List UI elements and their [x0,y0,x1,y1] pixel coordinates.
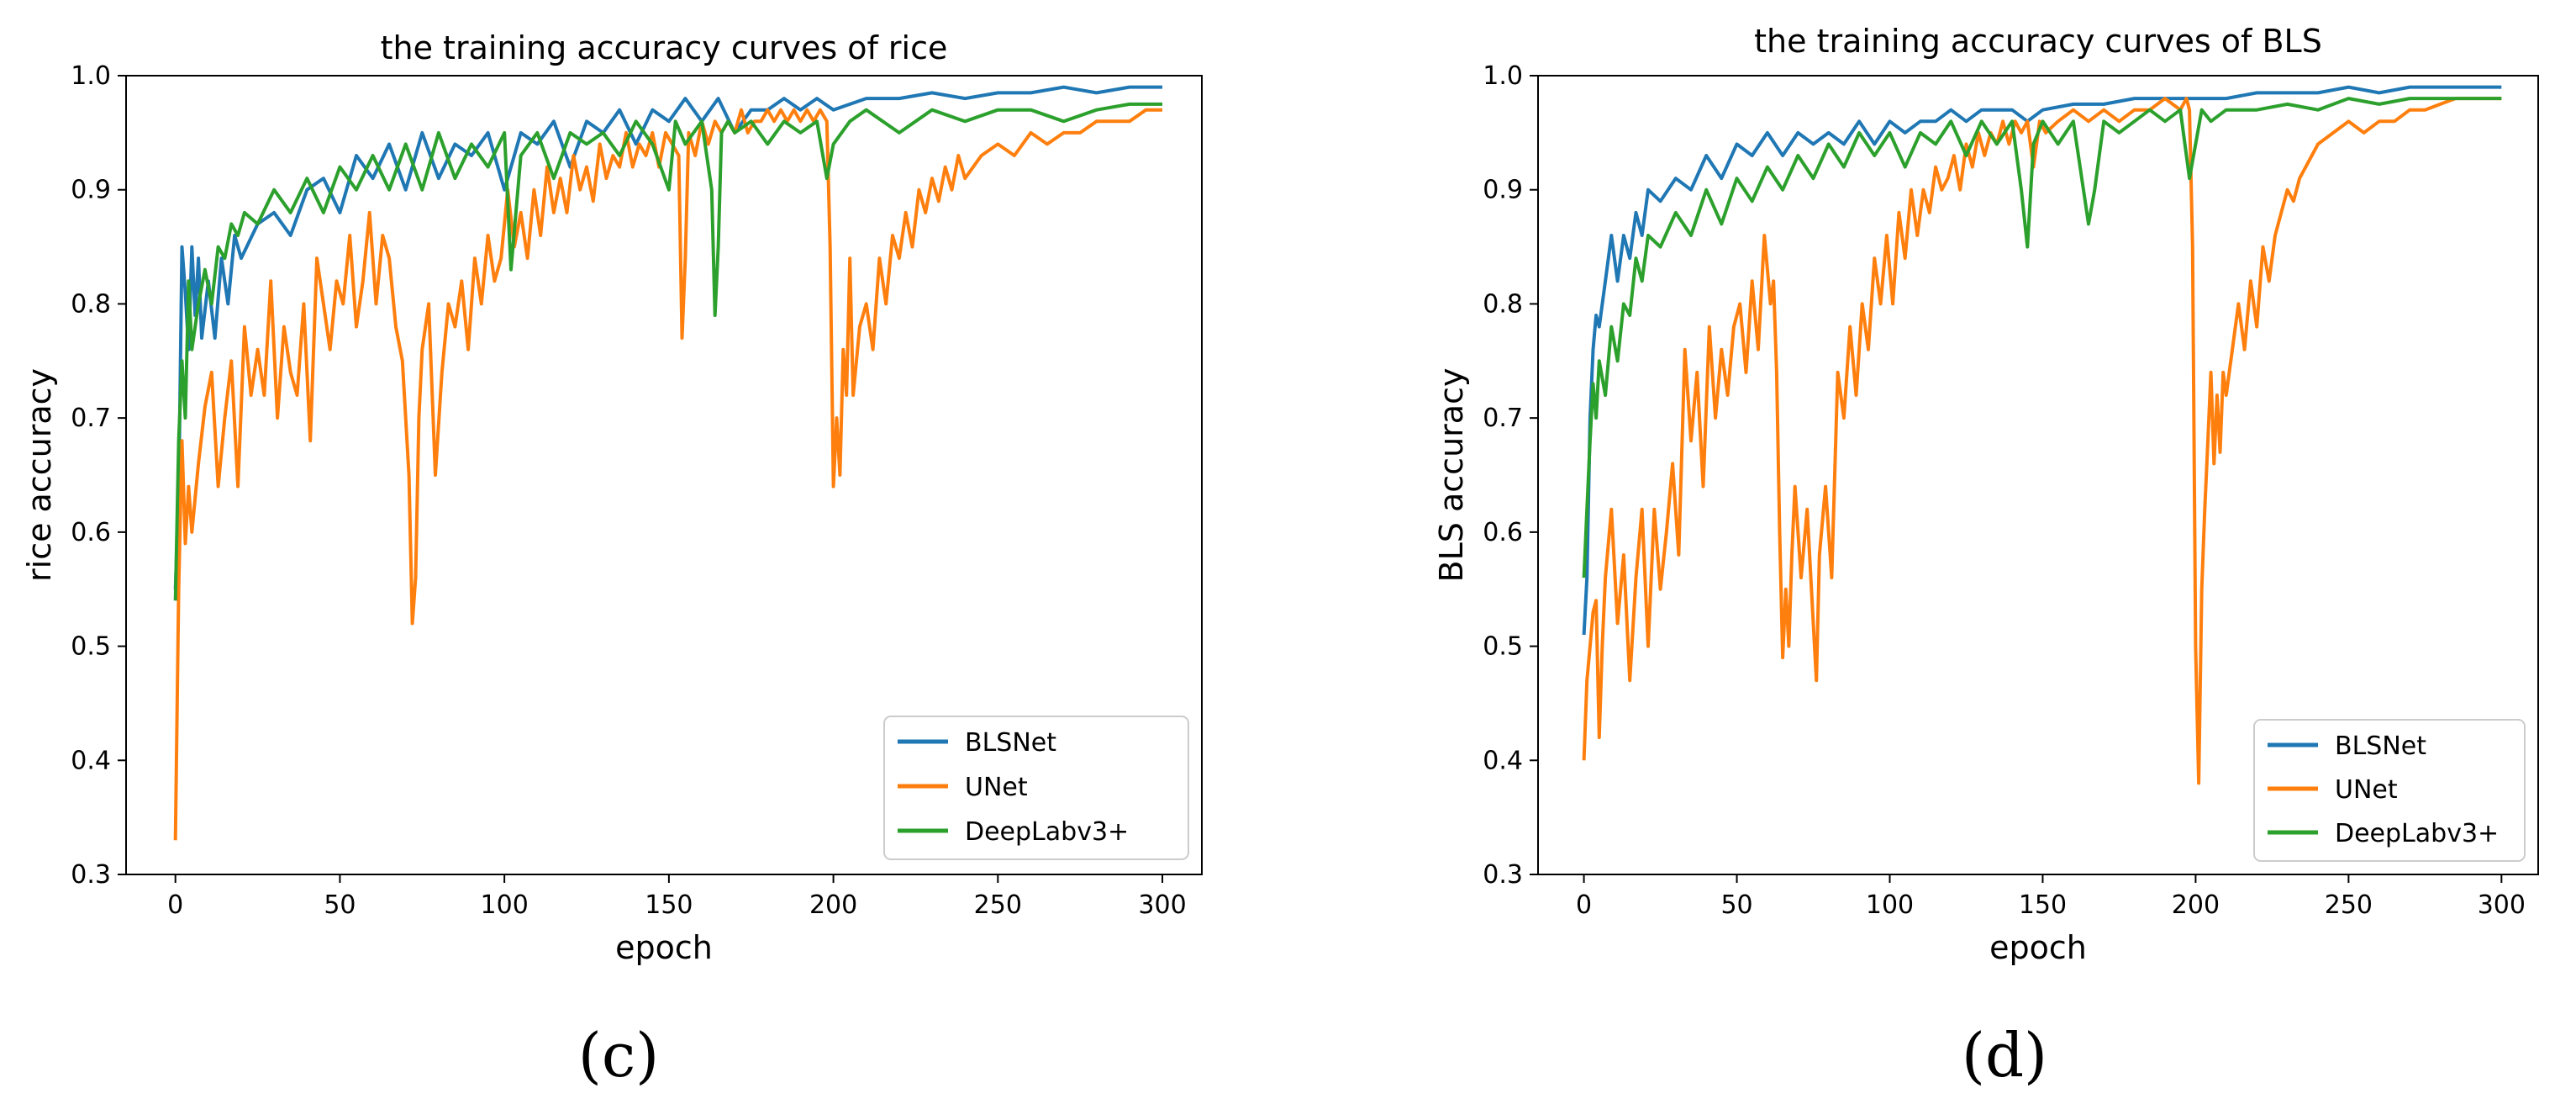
x-tick-label-c-4: 200 [809,890,857,920]
y-tick-label-c-2: 0.5 [71,632,111,662]
legend-label-d-0: BLSNet [2335,732,2426,761]
x-tick-label-c-3: 150 [645,890,693,920]
y-tick-label-c-1: 0.4 [71,746,111,775]
x-tick-label-c-1: 50 [324,890,356,920]
x-tick-label-d-1: 50 [1720,890,1752,920]
x-tick-label-c-5: 250 [974,890,1022,920]
y-tick-label-d-4: 0.7 [1483,404,1523,433]
y-tick-label-d-1: 0.4 [1483,746,1523,775]
x-axis-label-d: epoch [1989,929,2087,966]
y-tick-label-d-0: 0.3 [1483,860,1523,890]
series-group-c [173,85,1162,841]
series-line-c-2 [173,102,1162,601]
legend-label-c-1: UNet [965,773,1028,802]
legend-label-c-2: DeepLabv3+ [965,817,1129,847]
series-line-d-2 [1582,97,2502,578]
y-tick-label-c-4: 0.7 [71,404,111,433]
y-tick-label-c-3: 0.6 [71,518,111,547]
x-tick-label-d-5: 250 [2325,890,2373,920]
y-axis-label-d: BLS accuracy [1433,368,1470,583]
legend-d: BLSNet UNet DeepLabv3+ [2253,719,2526,862]
y-axis-label-c: rice accuracy [21,368,58,582]
y-tick-label-d-5: 0.8 [1483,289,1523,319]
chart-title-d: the training accuracy curves of BLS [1754,23,2322,60]
x-tick-label-d-2: 100 [1866,890,1914,920]
legend-label-d-2: DeepLabv3+ [2335,819,2499,848]
legend-box-c [883,716,1189,860]
legend-box-d [2253,719,2526,862]
y-tick-label-c-0: 0.3 [71,860,111,890]
legend-c: BLSNet UNet DeepLabv3+ [883,716,1189,860]
y-ticks-d: 0.3 0.4 0.5 0.6 0.7 0.8 0.9 1.0 [1483,61,1538,890]
plot-frame-c [125,75,1203,875]
x-tick-label-c-6: 300 [1138,890,1186,920]
plot-frame-d [1537,75,2539,875]
y-tick-label-c-5: 0.8 [71,289,111,319]
y-tick-label-c-6: 0.9 [71,176,111,205]
x-tick-label-d-3: 150 [2019,890,2067,920]
x-tick-label-c-2: 100 [481,890,529,920]
series-line-c-1 [173,108,1162,841]
y-tick-label-d-2: 0.5 [1483,632,1523,662]
series-line-d-0 [1582,85,2502,636]
panel-d: 0 50 100 150 200 250 300 0.3 0.4 0.5 0.6 0.7 0.8 0.9… [1433,23,2539,1091]
y-ticks-c: 0.3 0.4 0.5 0.6 0.7 0.8 0.9 1.0 [71,61,126,890]
y-tick-label-d-3: 0.6 [1483,518,1523,547]
x-tick-label-d-4: 200 [2172,890,2220,920]
panel-c: 0 50 100 150 200 250 300 0.3 0.4 0.5 0.6 0.7 0.8 0.9… [21,29,1203,1091]
plot-area-c [125,75,1203,875]
y-tick-label-d-7: 1.0 [1483,61,1523,91]
y-tick-label-d-6: 0.9 [1483,176,1523,205]
x-ticks-d: 0 50 100 150 200 250 300 [1576,874,2526,920]
legend-label-d-1: UNet [2335,775,2398,805]
chart-title-c: the training accuracy curves of rice [381,29,948,66]
panel-label-d: (d) [1962,1020,2047,1091]
series-line-d-1 [1582,97,2502,785]
legend-label-c-0: BLSNet [965,728,1056,758]
x-tick-label-d-0: 0 [1576,890,1592,920]
panel-label-c: (c) [578,1020,660,1091]
x-tick-label-d-6: 300 [2478,890,2526,920]
x-tick-label-c-0: 0 [167,890,183,920]
x-axis-label-c: epoch [615,929,713,966]
y-tick-label-c-7: 1.0 [71,61,111,91]
series-line-c-0 [173,85,1162,589]
series-group-d [1582,85,2502,785]
x-ticks-c: 0 50 100 150 200 250 300 [167,874,1187,920]
